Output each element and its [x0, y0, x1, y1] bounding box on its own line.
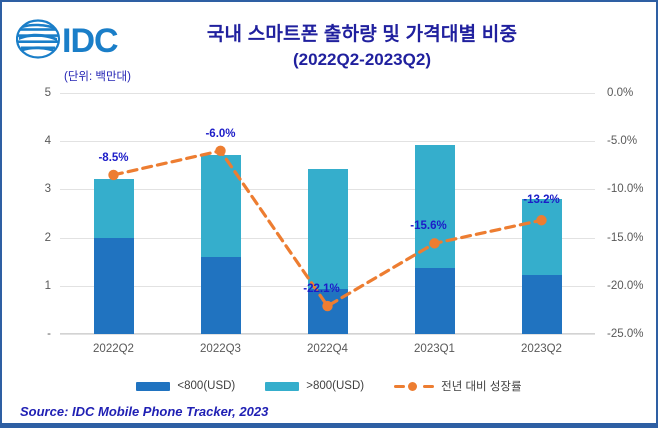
growth-rate-line — [111, 149, 544, 309]
bar-segment-below-800usd[interactable] — [200, 256, 241, 334]
growth-rate-data-label: -22.1% — [303, 283, 340, 296]
legend-color-swatch — [265, 381, 300, 391]
legend-item[interactable]: >800(USD) — [265, 380, 364, 392]
legend-label: 전년 대비 성장률 — [441, 381, 522, 393]
bar-segment-below-800usd[interactable] — [414, 267, 455, 334]
secondary-y-axis-tick-label: 0.0% — [607, 87, 634, 99]
growth-rate-point[interactable] — [215, 145, 226, 157]
secondary-y-axis-tick-label: -10.0% — [607, 183, 644, 196]
x-axis-category-label: 2022Q4 — [307, 343, 348, 355]
stacked-bar[interactable] — [521, 199, 562, 334]
secondary-y-axis-tick-label: -25.0% — [607, 328, 644, 340]
y-axis-tick-label: - — [47, 328, 51, 340]
chart-title: 국내 스마트폰 출하량 및 가격대별 비중 — [206, 24, 518, 45]
plot-area: - 1 2 3 4 5 -25.0% -20.0% -15.0% -10.0% -5.0% 0.0%… — [45, 87, 644, 355]
legend-item[interactable]: 전년 대비 성장률 — [394, 378, 522, 394]
x-axis-category-label: 2022Q3 — [200, 343, 241, 355]
chart-subtitle: (2022Q2-2023Q2) — [293, 50, 431, 69]
secondary-y-axis-tick-label: -20.0% — [607, 279, 644, 292]
growth-rate-data-label: -8.5% — [98, 151, 129, 164]
bar-segment-above-800usd[interactable] — [93, 178, 134, 238]
logo-wordmark: IDC — [62, 22, 118, 60]
gridline — [60, 93, 595, 94]
x-axis-category-label: 2023Q2 — [521, 343, 562, 355]
legend-color-swatch — [136, 381, 171, 391]
legend-line-marker-icon — [394, 381, 435, 392]
bar-segment-above-800usd[interactable] — [521, 199, 562, 276]
y-axis-tick-label: 3 — [44, 183, 51, 196]
growth-rate-point[interactable] — [429, 238, 440, 249]
legend-label: >800(USD) — [306, 380, 365, 392]
chart-legend: <800(USD) >800(USD) 전년 대비 성장률 — [2, 378, 656, 394]
bar-segment-above-800usd[interactable] — [307, 169, 348, 290]
legend-label: <800(USD) — [177, 380, 236, 392]
growth-rate-data-label: -6.0% — [205, 127, 236, 140]
x-axis-category-label: 2022Q2 — [93, 343, 134, 355]
y-axis-tick-label: 1 — [44, 279, 51, 292]
growth-rate-point[interactable] — [536, 215, 547, 226]
idc-logo: IDC — [16, 16, 134, 62]
growth-rate-data-label: -13.2% — [523, 194, 560, 207]
stacked-bar[interactable] — [93, 178, 134, 334]
bar-segment-below-800usd[interactable] — [521, 275, 562, 334]
bar-segment-below-800usd[interactable] — [93, 237, 134, 334]
growth-rate-data-label: -15.6% — [410, 220, 447, 233]
legend-item[interactable]: <800(USD) — [136, 380, 235, 392]
y-axis-tick-label: 5 — [44, 87, 51, 99]
footer-divider — [2, 423, 656, 426]
source-note: Source: IDC Mobile Phone Tracker, 2023 — [20, 404, 269, 419]
secondary-y-axis-tick-label: -5.0% — [607, 135, 638, 148]
growth-line-series — [108, 145, 547, 312]
y-axis-unit-label: (단위: 백만대) — [64, 71, 131, 83]
growth-rate-point[interactable] — [108, 169, 119, 181]
gridline — [60, 334, 595, 335]
gridline — [60, 141, 595, 143]
stacked-bar[interactable] — [414, 144, 455, 334]
x-axis-category-label: 2023Q1 — [414, 343, 455, 355]
chart-title-block: 국내 스마트폰 출하량 및 가격대별 비중 (2022Q2-2023Q2) — [152, 22, 572, 71]
idc-globe-icon: IDC — [16, 19, 119, 60]
secondary-y-axis-tick-label: -15.0% — [607, 231, 644, 244]
y-axis-tick-label: 2 — [44, 231, 51, 244]
y-axis-tick-label: 4 — [44, 135, 51, 148]
growth-rate-point[interactable] — [322, 300, 333, 312]
